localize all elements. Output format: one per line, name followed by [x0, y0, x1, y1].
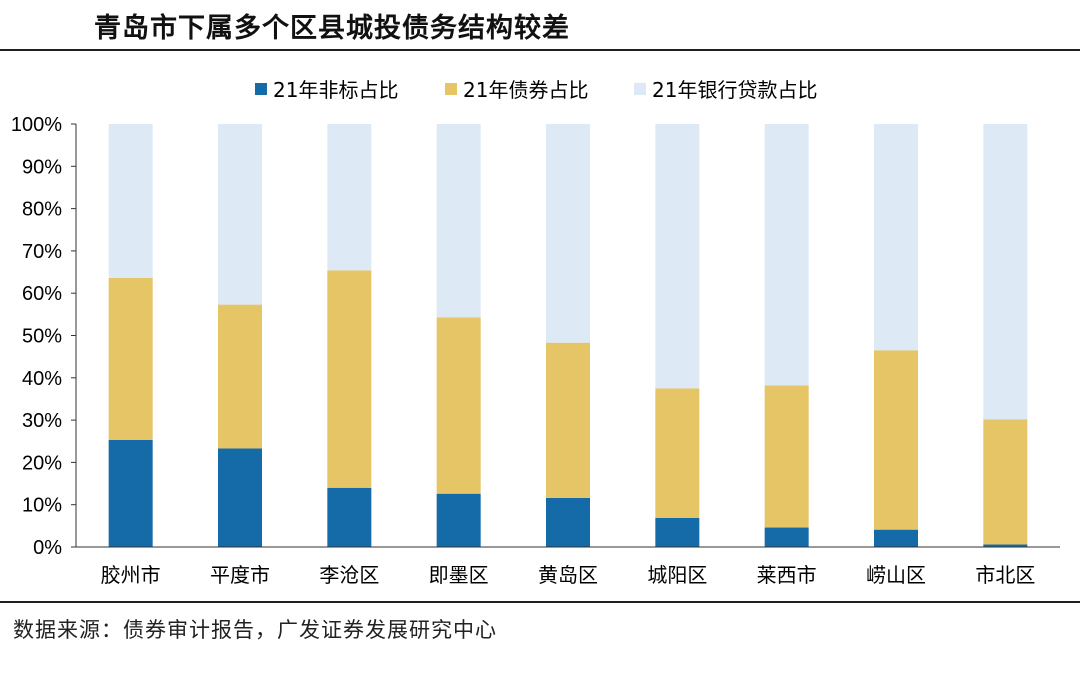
- bar-segment-nonstandard: [983, 544, 1028, 547]
- y-tick-label: 70%: [22, 241, 62, 263]
- y-tick-label: 10%: [22, 495, 62, 517]
- bar-segment-bank-loan: [327, 124, 372, 271]
- x-tick-label: 崂山区: [866, 563, 926, 587]
- bar-segment-bond: [983, 419, 1028, 545]
- bar-segment-nonstandard: [546, 497, 590, 547]
- y-tick-label: 90%: [22, 156, 62, 178]
- bar-segment-bond: [764, 385, 809, 528]
- legend-label-bank-loan: 21年银行贷款占比: [652, 78, 818, 102]
- y-tick-label: 100%: [11, 114, 62, 136]
- bar-segment-bank-loan: [546, 124, 590, 343]
- bar-segment-bank-loan: [983, 124, 1028, 420]
- y-tick-label: 20%: [22, 452, 62, 474]
- legend-label-bond: 21年债券占比: [463, 78, 589, 102]
- bar-segment-bond: [655, 388, 700, 518]
- bar-segment-bank-loan: [436, 124, 481, 318]
- bar-segment-bank-loan: [218, 124, 262, 305]
- bar-segment-nonstandard: [218, 448, 262, 547]
- bar-segment-nonstandard: [108, 439, 153, 547]
- bar-segment-bank-loan: [764, 124, 809, 386]
- legend-swatch-nonstandard: [255, 82, 267, 95]
- bar-segment-bank-loan: [874, 124, 918, 351]
- legend-item-nonstandard: 21年非标占比: [255, 74, 398, 103]
- x-tick-label: 平度市: [210, 563, 270, 587]
- x-tick-label: 黄岛区: [538, 563, 598, 587]
- legend-swatch-bond: [445, 82, 457, 95]
- chart-legend: 21年非标占比 21年债券占比 21年银行贷款占比: [0, 74, 1080, 104]
- legend-item-bank-loan: 21年银行贷款占比: [634, 74, 817, 103]
- legend-label-nonstandard: 21年非标占比: [273, 78, 399, 102]
- bar-segment-nonstandard: [764, 527, 809, 547]
- x-tick-label: 胶州市: [101, 563, 161, 587]
- bar-segment-bond: [218, 304, 262, 449]
- title-divider: [0, 49, 1080, 51]
- bar-segment-bond: [874, 350, 918, 530]
- y-tick-label: 50%: [22, 326, 62, 348]
- x-tick-label: 即墨区: [429, 563, 489, 587]
- bar-segment-nonstandard: [327, 487, 372, 547]
- bar-segment-bond: [327, 270, 372, 488]
- bar-segment-bank-loan: [108, 124, 153, 278]
- y-tick-label: 80%: [22, 199, 62, 221]
- bar-segment-bond: [436, 317, 481, 494]
- x-tick-label: 李沧区: [319, 563, 379, 587]
- bar-segment-nonstandard: [655, 517, 700, 547]
- y-tick-label: 0%: [33, 537, 62, 559]
- bar-segment-nonstandard: [874, 529, 918, 547]
- y-tick-label: 30%: [22, 410, 62, 432]
- legend-item-bond: 21年债券占比: [445, 74, 588, 103]
- x-tick-label: 市北区: [975, 563, 1035, 587]
- bar-segment-bond: [546, 342, 590, 498]
- bar-segment-bank-loan: [655, 124, 700, 389]
- chart-title: 青岛市下属多个区县城投债务结构较差: [94, 13, 570, 44]
- y-tick-label: 40%: [22, 368, 62, 390]
- source-divider: [0, 601, 1080, 603]
- y-tick-label: 60%: [22, 283, 62, 305]
- bar-segment-bond: [108, 277, 153, 440]
- x-tick-label: 城阳区: [647, 563, 707, 587]
- source-note: 数据来源：债券审计报告，广发证券发展研究中心: [13, 618, 497, 642]
- legend-swatch-bank-loan: [634, 82, 646, 95]
- x-tick-label: 莱西市: [757, 563, 817, 587]
- bar-segment-nonstandard: [436, 493, 481, 547]
